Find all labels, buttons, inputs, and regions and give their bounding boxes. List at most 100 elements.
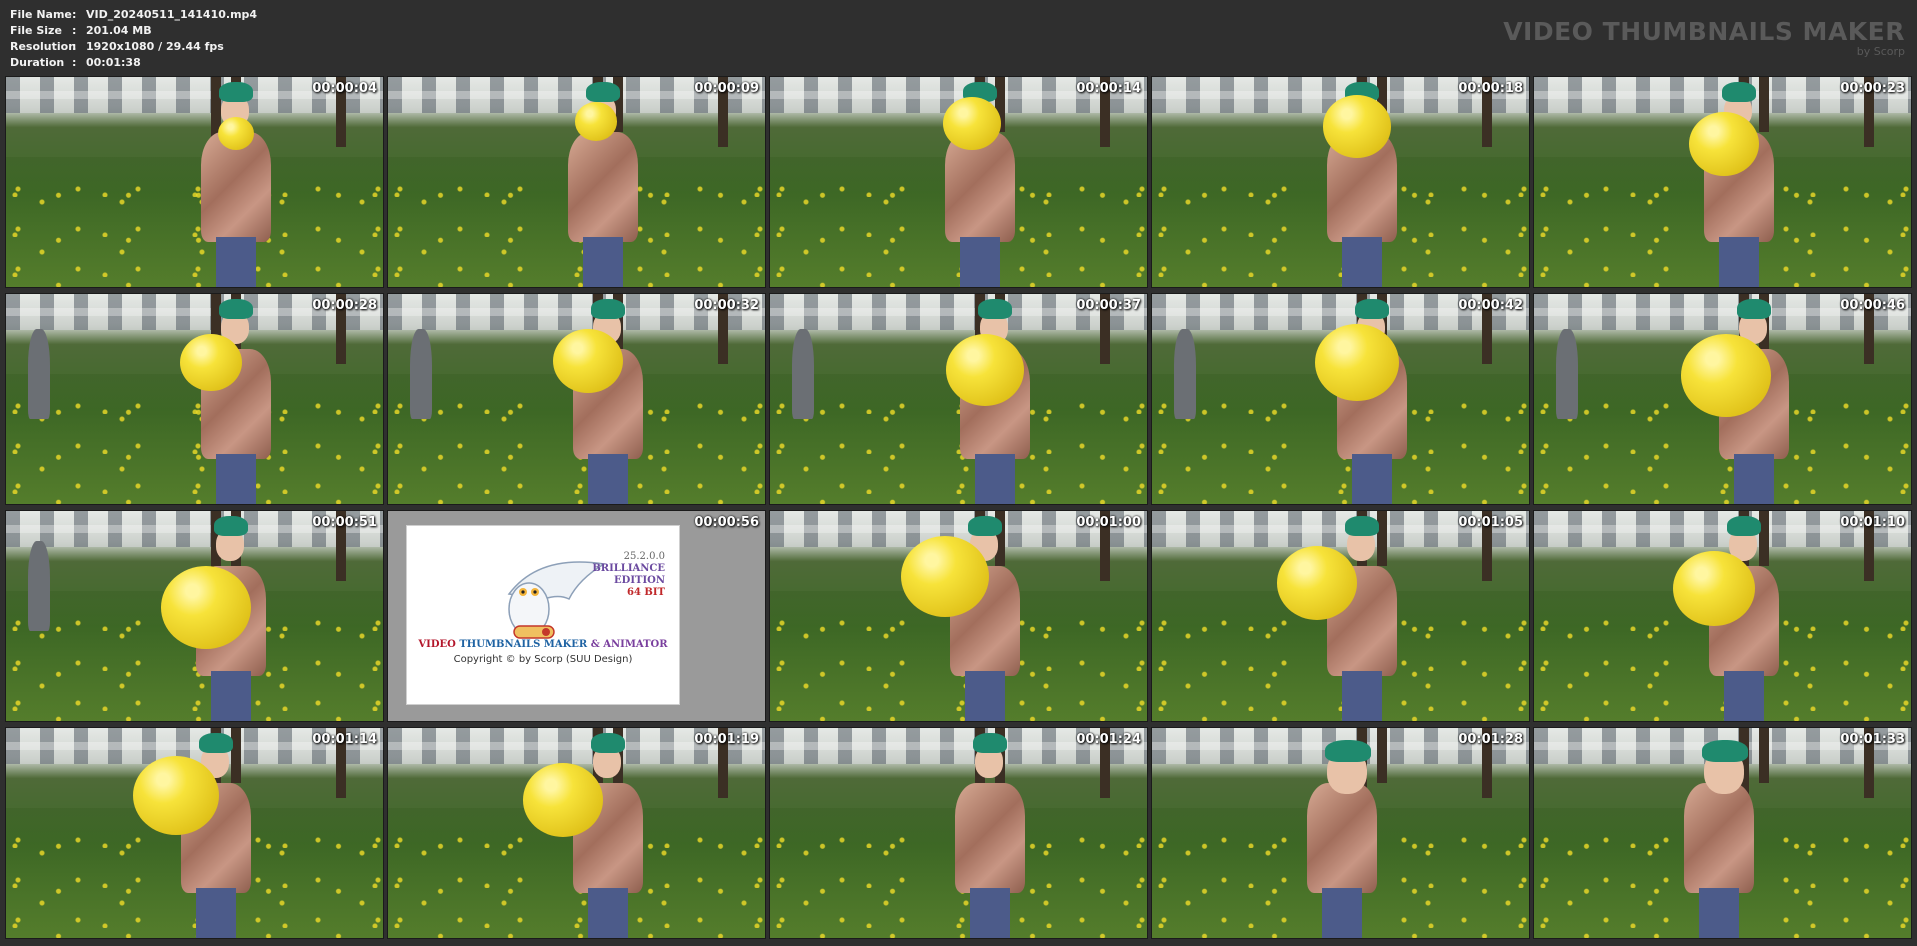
video-thumbnail: 00:00:28 [5, 293, 384, 505]
green-hat [586, 82, 620, 102]
video-thumbnail: 00:00:18 [1151, 76, 1530, 288]
building-backdrop [6, 294, 383, 330]
thumbnail-timestamp: 00:00:04 [312, 81, 377, 96]
tree [718, 294, 728, 364]
video-thumbnail: 00:00:32 [387, 293, 766, 505]
tree [1100, 294, 1110, 364]
file-name-label: File Name [10, 8, 72, 21]
logo-edition-line1: BRILLIANCE [592, 563, 665, 574]
file-size-row: File Size : 201.04 MB [10, 23, 257, 39]
tree [718, 728, 728, 798]
building-backdrop [770, 728, 1147, 764]
resolution-value: 1920x1080 / 29.44 fps [86, 40, 224, 53]
pants [1724, 671, 1764, 721]
green-hat [591, 299, 625, 319]
pants [960, 237, 1000, 287]
duration-row: Duration : 00:01:38 [10, 55, 257, 71]
tree [1864, 511, 1874, 581]
green-hat [968, 516, 1002, 536]
tree [231, 728, 241, 783]
green-hat [1727, 516, 1761, 536]
thumbnail-timestamp: 00:00:09 [694, 81, 759, 96]
yellow-balloon [1681, 334, 1771, 417]
pants [1342, 237, 1382, 287]
pants [196, 888, 236, 938]
yellow-balloon [218, 117, 254, 151]
tree [211, 294, 221, 364]
tree [1759, 77, 1769, 132]
building-backdrop [770, 294, 1147, 330]
tree [1482, 728, 1492, 798]
separator: : [72, 24, 77, 37]
background-child [28, 329, 50, 419]
jacket [955, 783, 1025, 893]
thumbnail-timestamp: 00:00:18 [1458, 81, 1523, 96]
tree [1482, 511, 1492, 581]
tree [1739, 728, 1749, 798]
green-hat [199, 733, 233, 753]
thumbnail-timestamp: 00:00:56 [694, 515, 759, 530]
green-hat [1325, 740, 1371, 762]
tree [336, 77, 346, 147]
pants [965, 671, 1005, 721]
duration-value: 00:01:38 [86, 56, 141, 69]
thumbnail-timestamp: 00:00:32 [694, 298, 759, 313]
pants [216, 237, 256, 287]
tree [1864, 77, 1874, 147]
video-thumbnail: 00:01:10 [1533, 510, 1912, 722]
thumbnail-timestamp: 00:01:14 [312, 732, 377, 747]
yellow-balloon [575, 102, 617, 141]
file-name-row: File Name : VID_20240511_141410.mp4 [10, 7, 257, 23]
building-backdrop [388, 294, 765, 330]
green-hat [1722, 82, 1756, 102]
jacket [201, 132, 271, 242]
watermark-brand: VIDEO THUMBNAILS MAKER by Scorp [1503, 18, 1905, 58]
thumbnail-timestamp: 00:00:51 [312, 515, 377, 530]
thumbnail-timestamp: 00:00:37 [1076, 298, 1141, 313]
video-thumbnail: 25.2.0.0 BRILLIANCE EDITION 64 BIT VIDEO… [387, 510, 766, 722]
building-backdrop [1152, 511, 1529, 547]
green-hat [219, 299, 253, 319]
logo-title-part1: VIDEO [418, 639, 456, 650]
tree [613, 77, 623, 132]
file-size-value: 201.04 MB [86, 24, 152, 37]
tree [1100, 511, 1110, 581]
green-hat [591, 733, 625, 753]
tree [1377, 511, 1387, 566]
building-backdrop [6, 728, 383, 764]
background-child [1556, 329, 1578, 419]
tree [336, 294, 346, 364]
thumbnail-timestamp: 00:01:24 [1076, 732, 1141, 747]
thumbnail-timestamp: 00:00:42 [1458, 298, 1523, 313]
green-hat [1355, 299, 1389, 319]
thumbnail-timestamp: 00:01:00 [1076, 515, 1141, 530]
jacket [945, 132, 1015, 242]
background-child [1174, 329, 1196, 419]
video-thumbnail: 00:01:19 [387, 727, 766, 939]
logo-title-part3: & ANIMATOR [590, 639, 668, 650]
tree [718, 77, 728, 147]
green-hat [978, 299, 1012, 319]
thumbnail-timestamp: 00:01:33 [1840, 732, 1905, 747]
video-thumbnail: 00:01:14 [5, 727, 384, 939]
video-thumbnail: 00:01:24 [769, 727, 1148, 939]
grass-lawn [6, 374, 383, 504]
video-thumbnail: 00:00:37 [769, 293, 1148, 505]
green-hat [214, 516, 248, 536]
tree [995, 511, 1005, 566]
file-name-value: VID_20240511_141410.mp4 [86, 8, 258, 21]
thumbnail-timestamp: 00:01:19 [694, 732, 759, 747]
green-hat [1345, 516, 1379, 536]
pants [588, 888, 628, 938]
yellow-balloon [1315, 324, 1399, 402]
yellow-balloon [523, 763, 603, 837]
resolution-label: Resolution [10, 40, 77, 53]
pants [1342, 671, 1382, 721]
video-thumbnail: 00:00:23 [1533, 76, 1912, 288]
pants [1322, 888, 1362, 938]
yellow-balloon [133, 756, 219, 836]
tree [1864, 294, 1874, 364]
video-thumbnail: 00:01:00 [769, 510, 1148, 722]
tree [1759, 728, 1769, 783]
yellow-balloon [1323, 95, 1391, 158]
